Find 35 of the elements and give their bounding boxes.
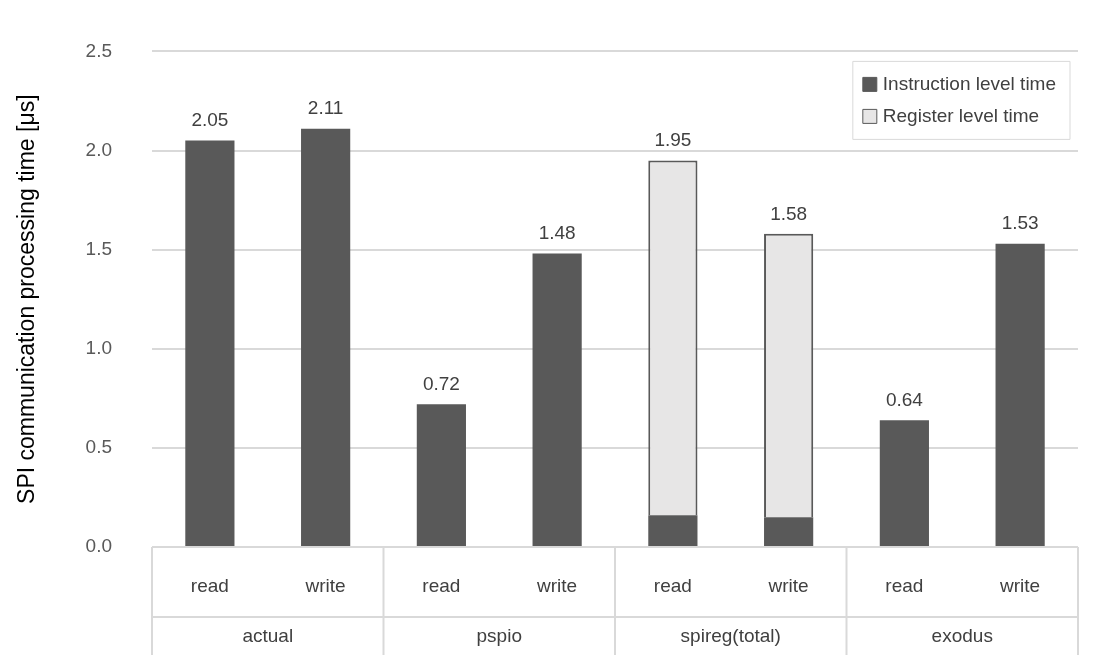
- total-label: 1.53: [1001, 212, 1039, 234]
- total-label: 1.48: [538, 222, 576, 244]
- y-tick-label: 2.5: [85, 39, 113, 61]
- text: spireg(total): [680, 625, 781, 647]
- total-label: 2.05: [191, 109, 229, 131]
- x-tick-label: write: [536, 575, 578, 597]
- total-label: 0.72: [422, 373, 460, 394]
- y-tick-label: 1.0: [85, 336, 113, 358]
- y-tick-label: 2.0: [85, 138, 113, 160]
- text: pspio: [476, 625, 522, 647]
- total-label: 2.11: [307, 97, 344, 119]
- y-tick-label: 1.5: [85, 237, 113, 259]
- x-tick-label: write: [767, 575, 809, 597]
- total-label: 1.58: [770, 202, 808, 224]
- x-tick-label: read: [422, 575, 461, 597]
- y-tick-label: 0.5: [85, 436, 113, 458]
- y-axis-title: SPI communication processing time [μs]: [13, 94, 40, 504]
- bar: [301, 128, 351, 546]
- x-tick-label: read: [190, 575, 229, 597]
- y-tick-label: 0.0: [85, 535, 113, 557]
- total-label: 1.95: [654, 129, 692, 151]
- x-tick-label: read: [885, 575, 924, 597]
- legend-label: Instruction level time: [882, 72, 1057, 94]
- total-label: 0.64: [885, 388, 924, 410]
- bar: [416, 404, 466, 546]
- legend-label: Register level time: [882, 104, 1040, 126]
- bar: [995, 243, 1045, 546]
- bar: [532, 253, 582, 546]
- x-tick-label: read: [653, 575, 692, 597]
- bar: [879, 420, 929, 546]
- x-tick-label: write: [999, 575, 1041, 597]
- bar: [185, 140, 235, 546]
- text: exodus: [931, 625, 993, 647]
- text: actual: [242, 625, 294, 647]
- x-tick-label: write: [304, 575, 346, 597]
